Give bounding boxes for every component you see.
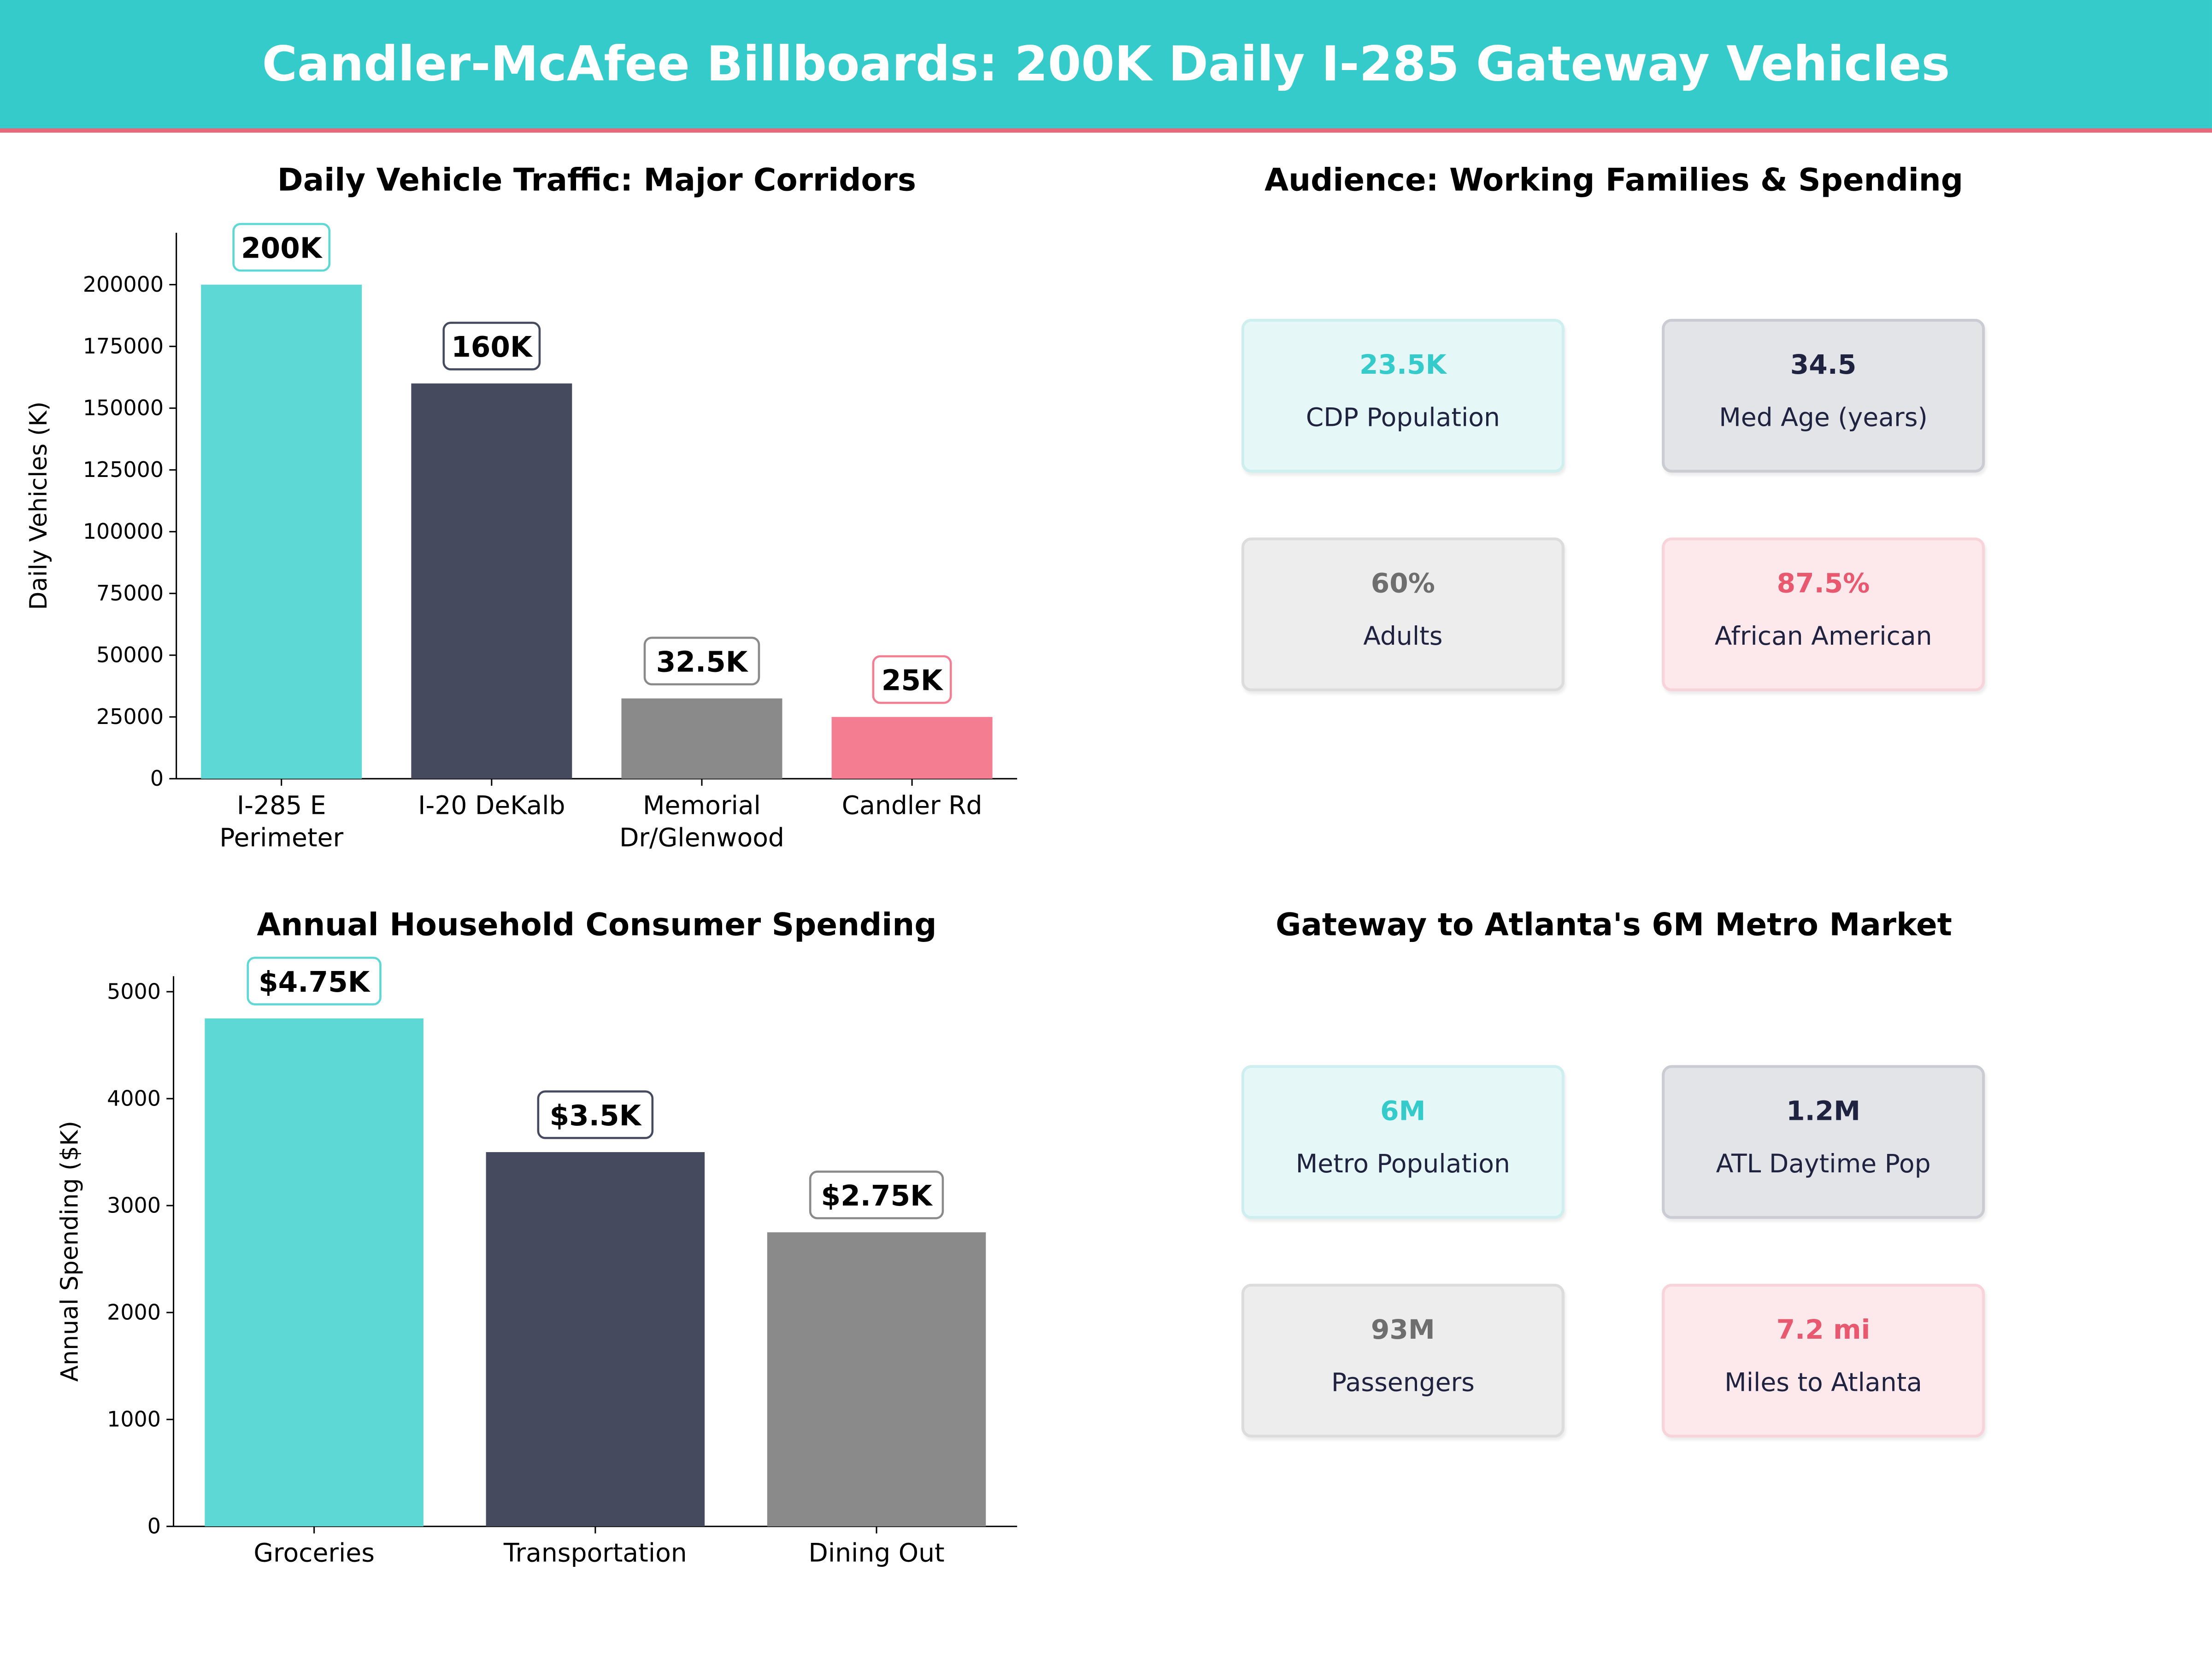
data-label-box [247,957,382,1006]
data-label-box [872,655,952,704]
page-title: Candler-McAfee Billboards: 200K Daily I-… [262,36,1950,93]
data-label: $3.5K [550,1100,642,1132]
stat-card-median-age: 34.5 Med Age (years) [1662,318,1985,473]
bar [201,284,362,779]
stat-value: 93M [1371,1315,1435,1346]
y-tick-label: 100000 [83,519,164,544]
bar [411,383,572,779]
x-tick-label: I-285 E [237,790,326,820]
y-axis-label: Daily Vehicles (K) [25,401,53,610]
y-tick-label: 125000 [83,457,164,482]
y-tick-label: 5000 [107,979,161,1004]
stat-label: Metro Population [1295,1149,1510,1180]
stat-label: Med Age (years) [1719,403,1928,433]
bar [621,698,782,779]
y-tick-label: 0 [150,766,164,791]
y-tick-label: 1000 [107,1406,161,1431]
y-tick-label: 0 [147,1514,161,1539]
stat-value: 23.5K [1359,350,1447,381]
x-tick-label: Groceries [253,1538,375,1568]
gateway-title: Gateway to Atlanta's 6M Metro Market [1276,908,1952,944]
data-label: 160K [451,331,533,364]
stat-value: 60% [1371,568,1435,600]
data-label: 32.5K [656,646,749,678]
stat-card-passengers: 93M Passengers [1241,1283,1565,1438]
x-tick-label: Dr/Glenwood [619,823,784,853]
y-tick-label: 4000 [107,1086,161,1111]
x-tick-label: Memorial [643,790,761,820]
x-tick-label: Transportation [503,1538,687,1568]
y-tick-label: 175000 [83,334,164,359]
stat-card-african-american: 87.5% African American [1662,537,1985,691]
stat-value: 7.2 mi [1776,1315,1871,1346]
bar [831,717,993,779]
bar [486,1152,705,1527]
stat-card-metro-population: 6M Metro Population [1241,1065,1565,1219]
stat-card-daytime-pop: 1.2M ATL Daytime Pop [1662,1065,1985,1219]
stat-card-miles-to-atlanta: 7.2 mi Miles to Atlanta [1662,1283,1985,1438]
y-tick-label: 75000 [96,581,164,606]
stat-label: ATL Daytime Pop [1716,1149,1931,1180]
x-tick-label: Perimeter [219,823,343,853]
y-tick-label: 50000 [96,642,164,667]
bar [205,1018,424,1527]
x-tick-label: Candler Rd [842,790,982,820]
data-label: 25K [882,665,944,697]
bar [767,1232,986,1527]
data-label-box [442,322,541,371]
y-tick-label: 2000 [107,1300,161,1324]
stat-value: 1.2M [1786,1096,1861,1127]
stat-value: 6M [1380,1096,1426,1127]
stat-label: Miles to Atlanta [1724,1368,1923,1398]
data-label-box [232,223,331,272]
stat-label: African American [1714,622,1932,652]
data-label: 200K [241,232,323,265]
stat-card-adults: 60% Adults [1241,537,1565,691]
y-tick-label: 25000 [96,704,164,729]
header-banner: Candler-McAfee Billboards: 200K Daily I-… [0,0,2212,133]
y-tick-label: 150000 [83,395,164,420]
stat-label: Passengers [1331,1368,1475,1398]
stat-value: 87.5% [1777,568,1870,600]
data-label-box [537,1090,654,1139]
data-label: $4.75K [259,966,371,999]
y-tick-label: 200000 [83,272,164,297]
stat-label: Adults [1363,622,1443,652]
x-tick-label: I-20 DeKalb [418,790,565,820]
stat-card-cdp-population: 23.5K CDP Population [1241,318,1565,473]
x-tick-label: Dining Out [808,1538,944,1568]
y-tick-label: 3000 [107,1193,161,1218]
data-label: $2.75K [821,1180,933,1212]
spending-chart-title: Annual Household Consumer Spending [257,908,937,944]
y-axis-label: Annual Spending ($K) [56,1121,83,1382]
data-label-box [643,636,760,686]
data-label-box [809,1171,944,1219]
stat-label: CDP Population [1306,403,1500,433]
traffic-chart-title: Daily Vehicle Traffic: Major Corridors [277,164,916,199]
stat-value: 34.5 [1790,350,1857,381]
audience-title: Audience: Working Families & Spending [1265,164,1963,199]
